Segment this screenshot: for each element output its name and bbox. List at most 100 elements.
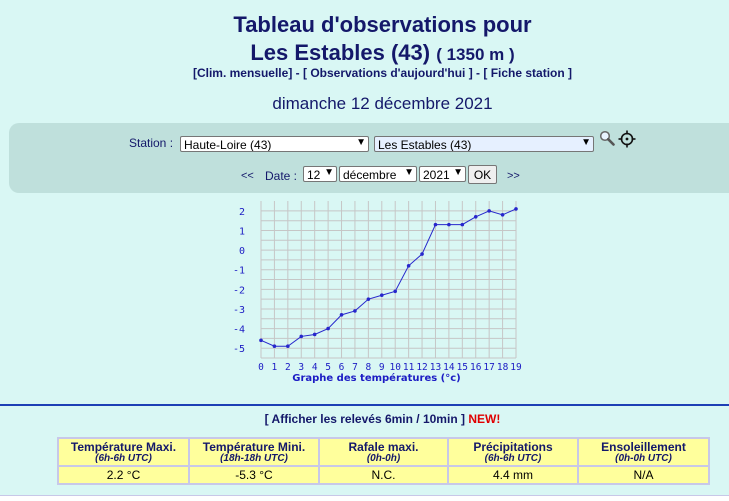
- station-title: Les Estables (43) ( 1350 m ): [0, 40, 729, 66]
- x-tick-label: 3: [298, 362, 304, 373]
- temperature-point: [326, 326, 330, 331]
- chart-x-label: Graphe des températures (°c): [292, 372, 461, 384]
- summary-header-cell: Rafale maxi. (0h-0h): [318, 437, 449, 467]
- crosshair-icon[interactable]: [618, 130, 636, 148]
- x-tick-label: 12: [416, 362, 427, 373]
- y-tick-label: 2: [239, 207, 245, 218]
- temperature-point: [487, 209, 491, 213]
- summary-table: Température Maxi. (6h-6h UTC) Température…: [57, 437, 710, 485]
- date-heading: dimanche 12 décembre 2021: [272, 94, 493, 113]
- temperature-point: [393, 289, 398, 294]
- summary-header-title: Rafale maxi.: [348, 439, 419, 454]
- y-tick-label: -1: [233, 266, 245, 277]
- section-divider: [0, 404, 729, 406]
- temperature-point: [272, 344, 277, 349]
- chevron-down-icon: ▼: [356, 137, 366, 148]
- chevron-down-icon: ▼: [453, 167, 463, 178]
- summary-header-cell: Température Maxi. (6h-6h UTC): [57, 437, 190, 467]
- temperature-chart: 210-1-2-3-4-5 0 1 2 3 4 5 6 7 8 9 10 11 12 13 14 15 16 17…: [233, 201, 522, 384]
- x-tick-label: 11: [403, 362, 415, 373]
- chart-grid: [260, 201, 517, 359]
- temperature-point: [447, 222, 451, 227]
- date-label: Date :: [265, 169, 298, 183]
- temperature-point: [259, 338, 263, 343]
- magnifier-icon[interactable]: [599, 130, 615, 146]
- temperature-point: [406, 264, 411, 268]
- x-tick-label: 18: [497, 362, 509, 373]
- y-tick-label: -3: [233, 305, 245, 316]
- summary-header-row: Température Maxi. (6h-6h UTC) Température…: [57, 437, 710, 467]
- summary-header-sub: (0h-0h UTC): [615, 452, 672, 464]
- summary-header-title: Température Maxi.: [70, 439, 177, 454]
- summary-header-sub: (18h-18h UTC): [220, 452, 288, 464]
- station-altitude: ( 1350 m ): [436, 45, 515, 64]
- y-tick-label: -5: [233, 344, 245, 355]
- link-fiche-station[interactable]: [ Fiche station ]: [483, 66, 573, 80]
- station-label: Station :: [129, 136, 174, 150]
- station-select-value: Les Estables (43): [378, 138, 472, 152]
- link-clim-mensuelle[interactable]: [Clim. mensuelle]: [192, 66, 293, 80]
- y-tick-label: 0: [239, 246, 245, 257]
- station-select[interactable]: Les Estables (43) ▼: [374, 136, 594, 152]
- x-tick-label: 10: [389, 362, 401, 373]
- summary-header-sub: (6h-6h UTC): [95, 452, 152, 464]
- temperature-points: [259, 207, 518, 349]
- x-tick-label: 8: [366, 362, 372, 373]
- temperature-point: [299, 334, 304, 339]
- page-title: Tableau d'observations pour: [233, 12, 532, 37]
- station-name: Les Estables (43): [250, 40, 431, 65]
- summary-value-cell: -5.3 °C: [188, 465, 320, 485]
- link-separator: -: [472, 66, 484, 80]
- temperature-point: [473, 214, 478, 219]
- summary-header-sub: (6h-6h UTC): [484, 452, 542, 464]
- x-tick-label: 0: [258, 362, 264, 373]
- temperature-point: [379, 293, 384, 298]
- temperature-line: [260, 208, 517, 347]
- header-links: [Clim. mensuelle] - [ Observations d'auj…: [0, 66, 729, 80]
- chevron-down-icon: ▼: [404, 167, 414, 178]
- temperature-point: [366, 297, 371, 301]
- x-tick-label: 9: [379, 362, 385, 373]
- temperature-point: [500, 213, 505, 217]
- department-select[interactable]: Haute-Loire (43) ▼: [180, 136, 369, 152]
- x-tick-label: 17: [483, 362, 494, 373]
- temperature-point: [312, 332, 317, 337]
- link-observations-aujourdhui[interactable]: [ Observations d'aujourd'hui ]: [302, 66, 473, 80]
- x-tick-label: 6: [339, 362, 345, 373]
- year-select-value: 2021: [423, 168, 450, 182]
- previous-day-link[interactable]: <<: [241, 170, 254, 182]
- month-select[interactable]: décembre ▼: [339, 166, 417, 182]
- x-tick-label: 19: [510, 362, 522, 373]
- summary-header-sub: (0h-0h): [366, 452, 401, 464]
- releves-line: [ Afficher les relevés 6min / 10min ] NE…: [0, 412, 729, 426]
- day-select-value: 12: [307, 168, 321, 182]
- x-tick-label: 4: [312, 362, 318, 373]
- ok-button[interactable]: OK: [468, 165, 497, 184]
- summary-value-cell: 4.4 mm: [447, 465, 579, 485]
- releves-link[interactable]: [ Afficher les relevés 6min / 10min ]: [264, 412, 465, 426]
- summary-header-cell: Ensoleillement (0h-0h UTC): [577, 437, 710, 467]
- temperature-point: [420, 252, 424, 256]
- x-tick-label: 15: [457, 362, 468, 373]
- y-tick-label: -2: [233, 285, 245, 296]
- next-day-link[interactable]: >>: [507, 170, 520, 182]
- x-tick-label: 1: [272, 362, 278, 373]
- year-select[interactable]: 2021 ▼: [419, 166, 466, 182]
- month-select-value: décembre: [343, 168, 397, 182]
- temperature-point: [514, 207, 518, 211]
- summary-header-title: Ensoleillement: [601, 439, 686, 454]
- department-select-value: Haute-Loire (43): [184, 138, 272, 152]
- bottom-strip: [0, 495, 729, 501]
- summary-value-cell: 2.2 °C: [57, 465, 190, 485]
- chart-y-ticks: 2 1 0 -1 -2 -3 -4 -5: [233, 207, 245, 355]
- x-tick-label: 14: [443, 362, 455, 373]
- summary-value-row: 2.2 °C -5.3 °C N.C. 4.4 mm N/A: [57, 465, 710, 485]
- temperature-point: [286, 344, 290, 349]
- summary-header-title: Température Mini.: [202, 439, 306, 454]
- chevron-down-icon: ▼: [324, 167, 334, 178]
- day-select[interactable]: 12 ▼: [303, 166, 337, 182]
- temperature-point: [460, 222, 465, 227]
- x-tick-label: 7: [352, 362, 358, 373]
- summary-header-title: Précipitations: [473, 439, 553, 454]
- x-tick-label: 13: [430, 362, 441, 373]
